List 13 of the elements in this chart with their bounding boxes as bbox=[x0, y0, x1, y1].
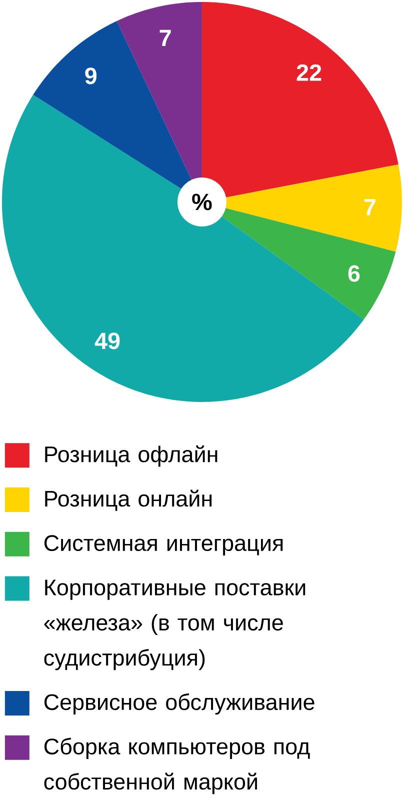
legend-label: Сервисное обслуживание bbox=[44, 693, 314, 715]
data-label: 22 bbox=[296, 64, 322, 81]
data-label: 7 bbox=[160, 30, 171, 46]
text: % bbox=[192, 194, 212, 210]
legend-label: Розница онлайн bbox=[45, 490, 212, 511]
legend-label: Розница офлайн bbox=[45, 445, 218, 467]
data-label: 7 bbox=[364, 199, 376, 216]
legend-label: Системная интеграция bbox=[44, 535, 283, 556]
legend-label: Корпоративные поставки «железа» (в том числе судистрибуция) bbox=[44, 580, 306, 670]
data-label: 9 bbox=[85, 68, 97, 84]
data-label: 6 bbox=[348, 265, 360, 282]
data-label: 49 bbox=[94, 332, 120, 350]
legend-label: Сборка компьютеров под собственной маркой bbox=[44, 738, 310, 794]
